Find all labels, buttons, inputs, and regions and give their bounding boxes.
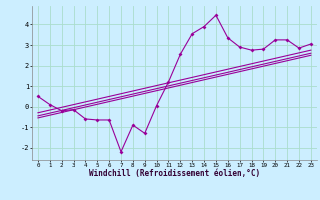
- X-axis label: Windchill (Refroidissement éolien,°C): Windchill (Refroidissement éolien,°C): [89, 169, 260, 178]
